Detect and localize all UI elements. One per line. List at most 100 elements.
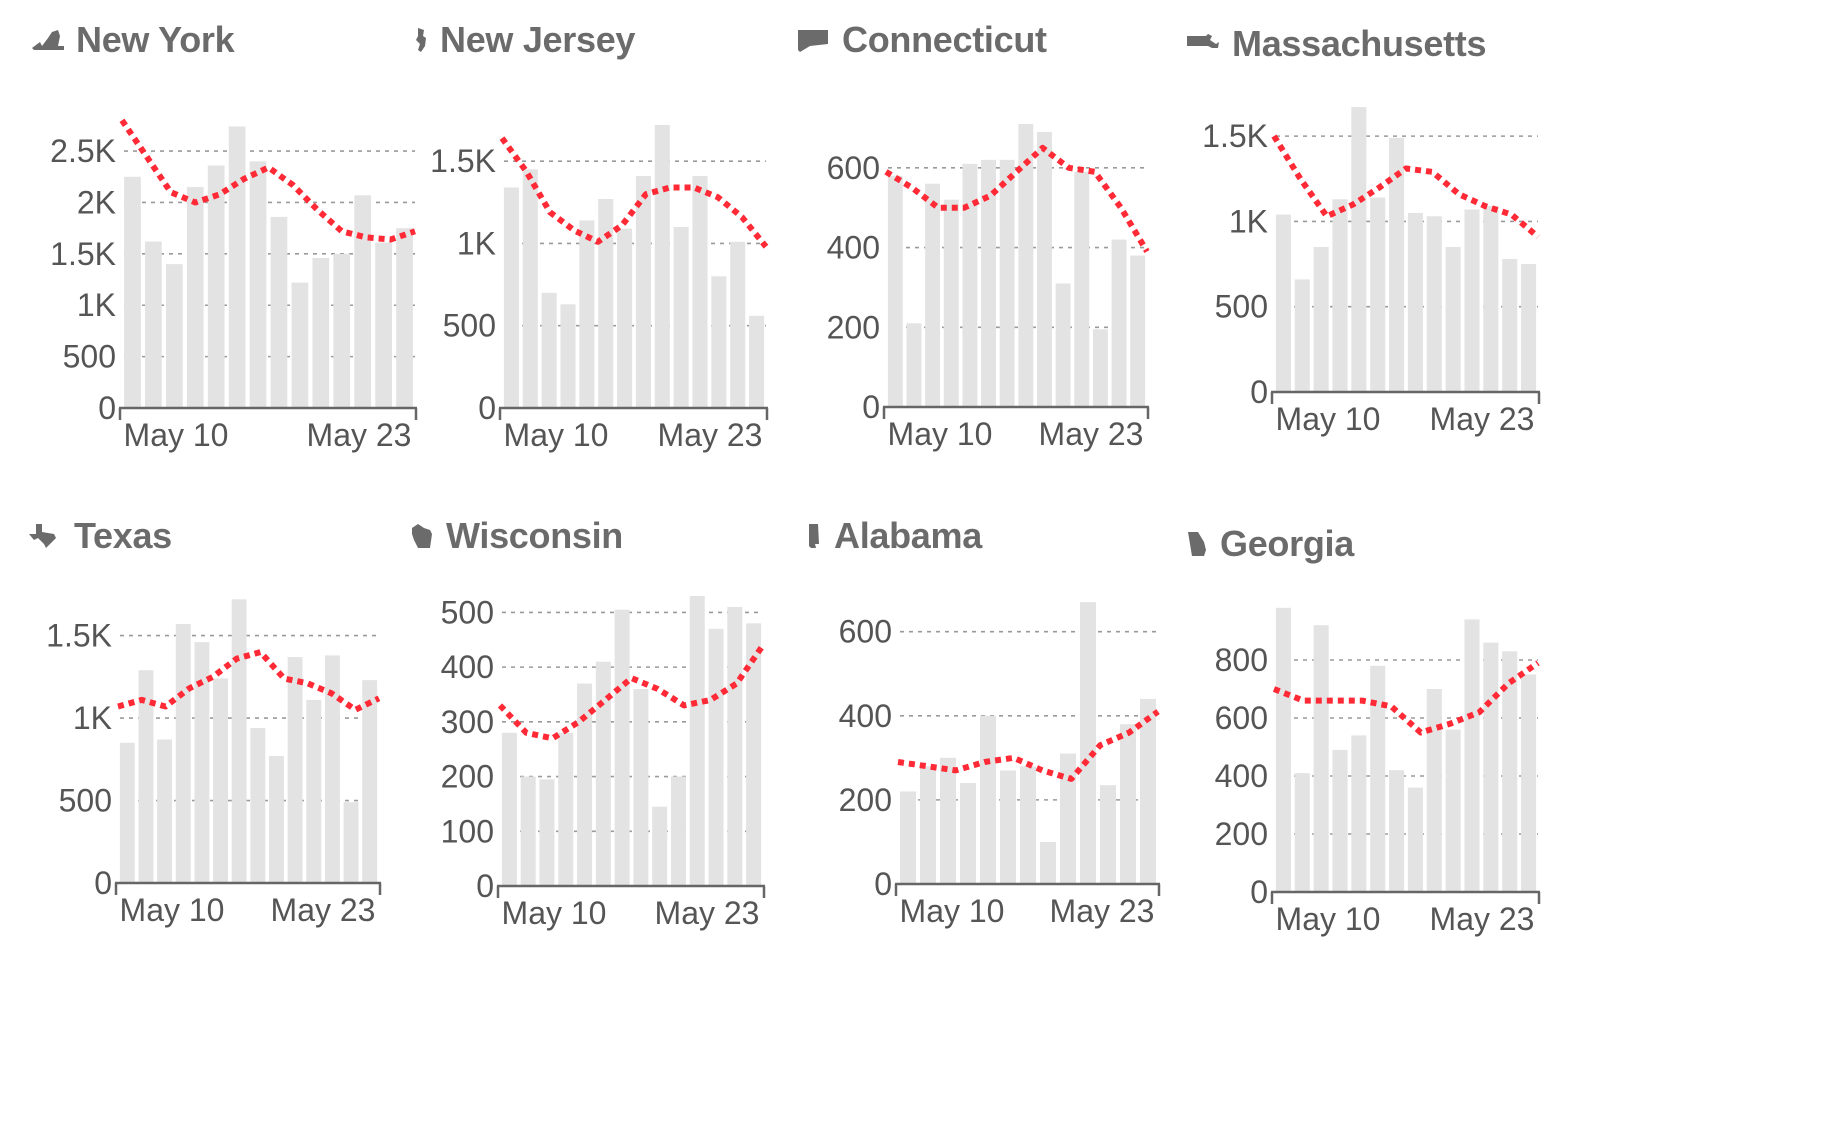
bar (614, 609, 630, 886)
x-tick-label: May 10 (124, 417, 229, 453)
y-tick-label: 200 (1215, 816, 1268, 852)
texas-state-icon (28, 522, 62, 550)
y-tick-label: 400 (827, 230, 880, 266)
chart-svg: 0 100 200 300 400 500 May 10 May 23 (441, 594, 766, 931)
y-tick-label: 1.5K (46, 618, 112, 654)
moving-average-line (117, 649, 381, 713)
bar (306, 699, 322, 883)
x-tick-label: May 23 (655, 895, 760, 931)
bar (1332, 199, 1348, 392)
bar (1130, 255, 1146, 407)
y-tick-label: 500 (59, 783, 112, 819)
y-tick-label: 400 (441, 649, 494, 685)
bar (1445, 729, 1461, 892)
bar (396, 228, 413, 408)
bar (520, 776, 536, 886)
panel-massachusetts: Massachusetts 0 500 1K 1.5K May 10 May 23 (1186, 23, 1646, 584)
bar (558, 732, 574, 886)
bar (727, 606, 743, 886)
connecticut-state-icon (796, 26, 830, 54)
panel-title: Georgia (1186, 523, 1354, 564)
y-tick-label: 0 (98, 390, 116, 426)
panel-new-york: New York 0 500 1K 1.5K 2K 2.5K May 10 May 23 (30, 19, 490, 580)
massachusetts-state-icon (1186, 30, 1220, 58)
y-tick-label: 400 (1215, 758, 1268, 794)
bar (1407, 787, 1423, 892)
panel-title: Wisconsin (410, 515, 624, 556)
panel-title-text: Georgia (1220, 523, 1354, 564)
bar (194, 642, 210, 883)
y-tick-label: 0 (862, 389, 880, 425)
bar (269, 755, 284, 883)
bar (1120, 724, 1136, 884)
bar (1426, 689, 1442, 892)
bar (1407, 212, 1423, 392)
bar (1140, 698, 1156, 884)
panel-title-text: Wisconsin (446, 515, 624, 556)
bar (138, 670, 154, 883)
panel-title-text: New Jersey (440, 19, 636, 60)
y-tick-label: 800 (1215, 642, 1268, 678)
y-tick-label: 0 (874, 866, 892, 902)
bar (375, 242, 392, 408)
panel-alabama: Alabama 0 200 400 600 May 10 May 23 (806, 515, 1266, 1076)
bar (503, 187, 519, 408)
bar (900, 791, 916, 884)
bar (960, 783, 976, 884)
bar (692, 175, 708, 408)
bar (1483, 642, 1499, 892)
bar (157, 739, 173, 883)
panel-title-text: Massachusetts (1232, 23, 1487, 64)
bar (228, 126, 246, 408)
y-tick-label: 0 (1250, 374, 1268, 410)
x-tick-label: May 10 (900, 893, 1005, 929)
bar (1389, 770, 1405, 892)
y-tick-label: 500 (63, 339, 116, 375)
x-tick-label: May 10 (504, 417, 609, 453)
moving-average-line (1271, 134, 1540, 240)
wisconsin-state-icon (410, 522, 434, 550)
bar (635, 175, 651, 408)
bar (1092, 329, 1108, 407)
panel-title-text: Alabama (834, 515, 982, 556)
bar (577, 683, 593, 886)
panel-texas: Texas 0 500 1K 1.5K May 10 May 23 (28, 515, 488, 1076)
bar (1000, 770, 1016, 884)
x-tick-label: May 23 (1430, 901, 1535, 937)
bar (689, 596, 705, 886)
bar (1294, 773, 1310, 892)
new-jersey-state-icon (412, 26, 428, 54)
panel-title: Texas (28, 515, 172, 556)
bar (1313, 247, 1329, 392)
chart-svg: 0 500 1K 1.5K May 10 May 23 (1202, 107, 1541, 437)
y-tick-label: 100 (441, 813, 494, 849)
y-tick-label: 1K (73, 700, 112, 736)
chart-svg: 0 200 400 600 May 10 May 23 (839, 602, 1161, 929)
bar (522, 169, 538, 408)
bar (1313, 625, 1329, 892)
y-tick-label: 300 (441, 704, 494, 740)
bar (145, 241, 162, 408)
bar (943, 199, 959, 407)
bar (1100, 785, 1116, 884)
x-tick-label: May 23 (1430, 401, 1535, 437)
bar (1037, 131, 1052, 407)
panel-title: New Jersey (412, 19, 636, 60)
y-tick-label: 500 (441, 594, 494, 630)
y-tick-label: 1.5K (50, 236, 116, 272)
bar (539, 779, 555, 886)
bar (887, 175, 903, 407)
y-tick-label: 2.5K (50, 133, 116, 169)
x-tick-label: May 23 (1050, 893, 1155, 929)
bar (362, 680, 378, 883)
alabama-state-icon (806, 522, 822, 550)
bar (1521, 264, 1537, 392)
bar (1389, 137, 1405, 392)
bar (1275, 607, 1291, 892)
y-tick-label: 0 (478, 390, 496, 426)
bar (654, 124, 670, 409)
bar (906, 323, 922, 407)
bar (213, 678, 228, 883)
bar (999, 159, 1015, 407)
bar (925, 183, 941, 407)
